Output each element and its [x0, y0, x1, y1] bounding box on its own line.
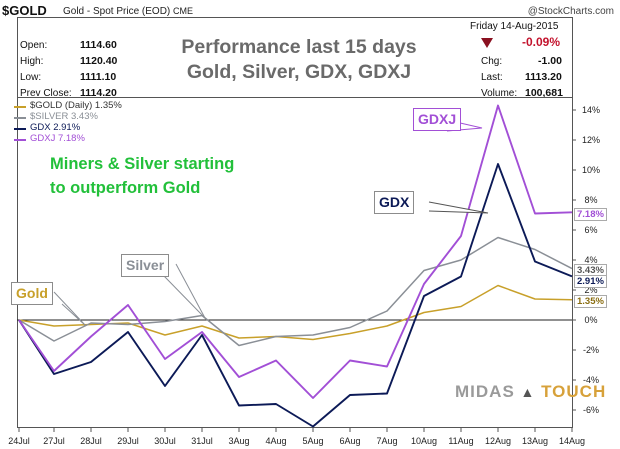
legend-swatch-gdx [14, 128, 26, 130]
stat-high-value: 1120.40 [80, 55, 118, 67]
callout-gold-pointer [53, 291, 87, 327]
stat-low-value: 1111.10 [80, 71, 117, 83]
end-label-gdxj: 7.18% [574, 208, 607, 221]
bull-icon: ▲ [520, 384, 536, 400]
y-tick-label: 8% [584, 195, 597, 205]
x-tick-label: 11Aug [448, 436, 473, 446]
stat-chg-label: Chg: [481, 56, 503, 67]
stat-chg-value: -1.00 [538, 55, 562, 67]
logo-left-text: MIDAS [455, 382, 515, 401]
logo-right-text: TOUCH [541, 382, 607, 401]
x-tick-label: 24Jul [8, 436, 30, 446]
gdx-series-line [18, 163, 573, 428]
headline-line-2: Gold, Silver, GDX, GDXJ [186, 61, 412, 83]
symbol-title: $GOLD [2, 3, 47, 18]
gdxj-series-line [18, 104, 573, 399]
y-tick-label: 6% [584, 225, 597, 235]
exchange-text: CME [173, 6, 194, 16]
y-tick-label: 12% [582, 135, 600, 145]
headline-line-1: Performance last 15 days [181, 36, 417, 58]
legend-gdxj: GDXJ 7.18% [30, 133, 85, 144]
stat-low-label: Low: [20, 72, 42, 83]
y-tick-label: -4% [583, 375, 599, 385]
headline: Performance last 15 days Gold, Silver, G… [160, 35, 438, 85]
x-tick-label: 14Aug [559, 436, 585, 446]
silver-series-line [18, 236, 573, 347]
x-tick-label: 29Jul [117, 436, 139, 446]
stat-open-value: 1114.60 [80, 39, 117, 51]
x-tick-label: 13Aug [522, 436, 548, 446]
stat-high-label: High: [20, 56, 44, 67]
annotation-line-1: Miners & Silver starting [50, 155, 235, 173]
annotation-line-2: to outperform Gold [50, 179, 201, 197]
stat-volume-label: Volume: [481, 88, 518, 99]
y-tick-label: -2% [583, 345, 599, 355]
midas-touch-logo: MIDAS ▲ TOUCH [455, 382, 606, 402]
stat-prevclose-value: 1114.20 [80, 87, 117, 99]
x-tick-label: 10Aug [411, 436, 437, 446]
stat-open-label: Open: [20, 40, 48, 51]
y-tick-label: 2% [584, 285, 597, 295]
x-tick-label: 3Aug [228, 436, 249, 446]
x-tick-label: 31Jul [191, 436, 213, 446]
x-tick-label: 5Aug [302, 436, 323, 446]
description-text: Gold - Spot Price (EOD) [63, 6, 171, 17]
plot-frame [17, 97, 573, 428]
stat-change-pct: -0.09% [522, 35, 561, 49]
callout-gdx: GDX [374, 191, 415, 214]
x-tick-label: 27Jul [43, 436, 65, 446]
chart-frame [17, 17, 573, 428]
legend-swatch-silver [14, 117, 26, 119]
stat-last-label: Last: [481, 72, 503, 83]
down-triangle-icon [481, 38, 493, 48]
legend-gold: $GOLD (Daily) 1.35% [30, 100, 122, 111]
x-tick-label: 7Aug [376, 436, 397, 446]
gold-series-line [18, 284, 573, 341]
callout-gdxj: GDXJ [413, 108, 462, 131]
y-tick-label: 14% [582, 105, 600, 115]
callout-silver: Silver [121, 254, 170, 277]
stat-volume-value: 100,681 [525, 87, 563, 99]
x-tick-label: 4Aug [265, 436, 286, 446]
x-tick-label: 6Aug [339, 436, 360, 446]
stat-date: Friday 14-Aug-2015 [470, 21, 559, 32]
stat-last-value: 1113.20 [525, 71, 562, 83]
annotation: Miners & Silver starting to outperform G… [50, 152, 234, 200]
callout-silver-pointer [163, 263, 206, 319]
callout-gdx-pointer [428, 201, 489, 214]
end-label-gold: 1.35% [574, 295, 607, 308]
symbol-description: Gold - Spot Price (EOD) CME [63, 6, 193, 17]
stat-prevclose-label: Prev Close: [20, 88, 72, 99]
legend-swatch-gold [14, 106, 26, 108]
callout-gold: Gold [11, 282, 53, 305]
y-tick-label: 0% [584, 315, 597, 325]
y-tick-label: 4% [584, 255, 597, 265]
end-label-gdx: 2.91% [574, 275, 607, 288]
legend-swatch-gdxj [14, 139, 26, 141]
x-tick-label: 12Aug [485, 436, 511, 446]
x-tick-label: 30Jul [154, 436, 176, 446]
series-lines [18, 104, 573, 428]
legend-silver: $SILVER 3.43% [30, 111, 98, 122]
y-tick-label: 10% [582, 165, 600, 175]
legend-gdx: GDX 2.91% [30, 122, 81, 133]
y-tick-label: -6% [583, 405, 599, 415]
watermark: @StockCharts.com [527, 6, 614, 17]
x-tick-label: 28Jul [80, 436, 102, 446]
axis-labels: -6% -4% -2% 0% 2% 4% 6% 8% 10% 12% 14% 24Jul 27Jul 28… [8, 105, 600, 446]
